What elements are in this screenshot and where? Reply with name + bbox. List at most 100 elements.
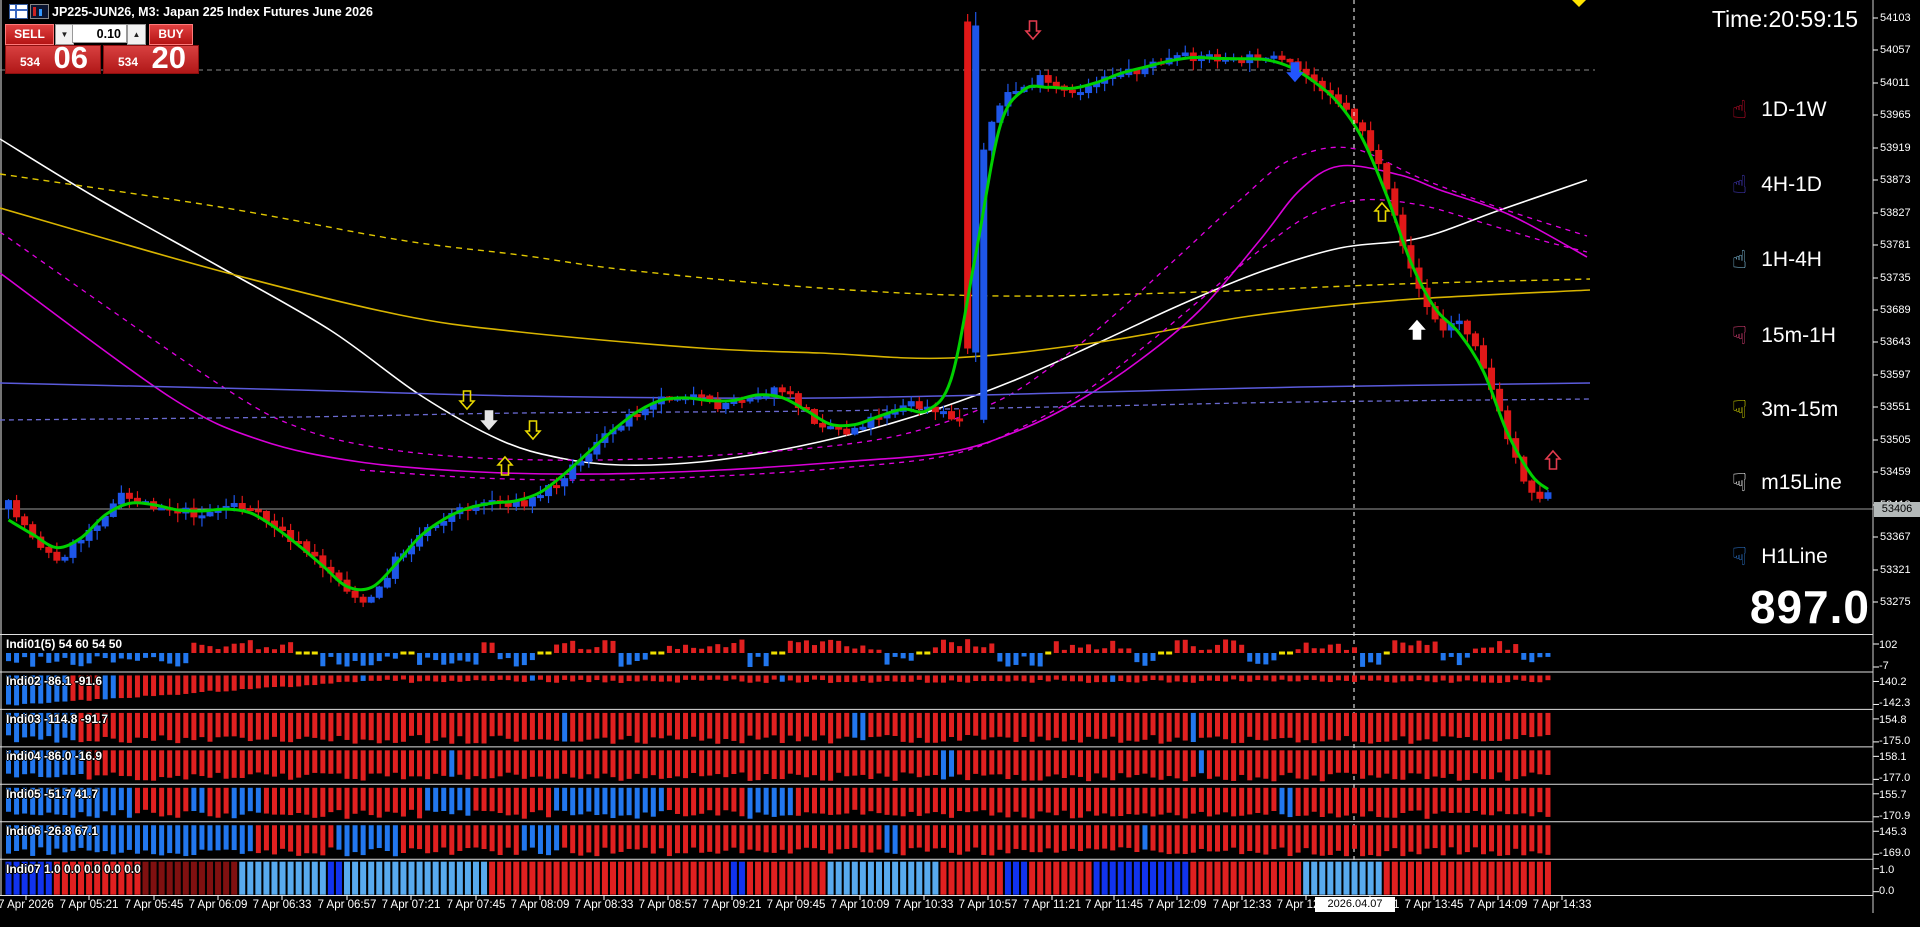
hist-bar xyxy=(699,675,705,681)
hist-bar xyxy=(497,787,503,813)
ribbon-bar xyxy=(1520,861,1527,895)
osc-bar xyxy=(1295,649,1301,653)
ribbon-bar xyxy=(884,861,891,895)
ribbon-bar xyxy=(634,861,641,895)
hist-bar xyxy=(1472,787,1478,811)
buy-price-button[interactable]: 534 20 xyxy=(103,40,199,75)
hist-bar xyxy=(126,787,132,818)
osc-flat-bar xyxy=(311,651,318,655)
hist-bar xyxy=(78,750,84,774)
hist-bar xyxy=(1077,825,1083,852)
hist-bar xyxy=(1287,825,1293,857)
osc-bar xyxy=(513,653,519,667)
hist-bar xyxy=(779,712,785,744)
hist-bar xyxy=(771,712,777,736)
hist-bar xyxy=(513,750,519,775)
hist-bar xyxy=(546,712,552,740)
hist-bar xyxy=(288,825,294,852)
hist-bar xyxy=(70,787,76,818)
ribbon-bar xyxy=(311,861,318,895)
hist-bar xyxy=(957,712,963,741)
hist-bar xyxy=(828,750,834,781)
hist-bar xyxy=(1327,750,1333,775)
hist-bar xyxy=(175,825,181,854)
hist-bar xyxy=(1545,712,1551,736)
chart-type-icon[interactable] xyxy=(30,4,49,19)
hist-bar xyxy=(554,675,560,683)
hist-bar xyxy=(1432,825,1438,849)
hist-bar xyxy=(892,675,898,682)
hist-bar xyxy=(1392,675,1398,683)
time-tick-label: 7 Apr 10:57 xyxy=(958,899,1018,911)
ribbon-bar xyxy=(1174,861,1181,895)
osc-bar xyxy=(207,646,213,653)
hist-bar xyxy=(1255,712,1261,740)
candle-body xyxy=(351,590,359,598)
buy-button[interactable]: BUY xyxy=(149,24,193,45)
osc-bar xyxy=(481,642,487,653)
candle-body xyxy=(440,520,448,526)
hist-bar xyxy=(1239,750,1245,775)
hist-bar xyxy=(812,825,817,849)
time-tick-label: 7 Apr 08:57 xyxy=(638,899,698,911)
osc-bar xyxy=(876,649,882,653)
hist-bar xyxy=(54,712,60,743)
osc-bar xyxy=(989,643,995,653)
hist-bar xyxy=(1303,750,1309,780)
hist-bar xyxy=(1061,787,1067,811)
hist-bar xyxy=(787,750,793,774)
hist-bar xyxy=(449,675,455,681)
hist-bar xyxy=(280,675,286,687)
ribbon-bar xyxy=(110,861,117,895)
hist-bar xyxy=(320,787,326,817)
hist-bar xyxy=(1263,787,1269,815)
hist-bar xyxy=(691,750,697,773)
hist-bar xyxy=(384,825,390,852)
quotes-grid-icon[interactable] xyxy=(9,4,28,19)
hist-bar xyxy=(497,750,503,777)
volume-increase-icon[interactable]: ▲ xyxy=(127,24,146,45)
mtf-label-1d-1w: ☝ 1D-1W xyxy=(1732,95,1827,124)
price-tick-label: 53321 xyxy=(1880,564,1911,576)
hist-bar xyxy=(1456,712,1462,738)
osc-bar xyxy=(1029,653,1035,666)
volume-input[interactable]: 0.10 xyxy=(72,24,127,43)
sell-price-button[interactable]: 534 06 xyxy=(5,40,101,75)
hist-bar xyxy=(1400,787,1406,814)
hist-bar xyxy=(723,750,729,778)
hist-bar xyxy=(691,712,697,737)
hist-bar xyxy=(836,712,842,739)
sell-button[interactable]: SELL xyxy=(5,24,54,45)
up-signal-arrow-icon xyxy=(524,420,542,441)
ribbon-bar xyxy=(940,861,947,895)
osc-bar xyxy=(425,653,431,658)
time-tick-label: 7 Apr 08:09 xyxy=(510,899,570,911)
hist-bar xyxy=(1110,712,1116,737)
candle-body xyxy=(722,402,730,410)
ribbon-bar xyxy=(5,861,12,895)
hist-bar xyxy=(263,787,269,814)
osc-flat-bar xyxy=(771,651,778,655)
hist-bar xyxy=(828,712,834,744)
ribbon-bar xyxy=(730,861,737,895)
ribbon-bar xyxy=(303,861,310,895)
ribbon-bar xyxy=(448,861,455,895)
yellow-dashed-ma-line xyxy=(0,173,1591,297)
volume-decrease-icon[interactable]: ▼ xyxy=(55,24,74,45)
hist-bar xyxy=(304,825,310,854)
hist-bar xyxy=(1480,825,1486,855)
mtf-label-text: m15Line xyxy=(1761,470,1842,494)
hist-bar xyxy=(368,712,374,741)
ribbon-bar xyxy=(1013,861,1019,895)
price-tick-label: 53735 xyxy=(1880,272,1911,284)
time-tick-label: 7 Apr 05:21 xyxy=(59,899,119,911)
ribbon-bar xyxy=(190,861,197,895)
hist-bar xyxy=(763,825,769,853)
hist-bar xyxy=(836,675,842,683)
price-tick-label: 54057 xyxy=(1880,44,1911,56)
candle-body xyxy=(279,526,287,532)
osc-flat-bar xyxy=(924,651,931,655)
hist-bar xyxy=(231,750,237,778)
hist-bar xyxy=(763,712,769,738)
